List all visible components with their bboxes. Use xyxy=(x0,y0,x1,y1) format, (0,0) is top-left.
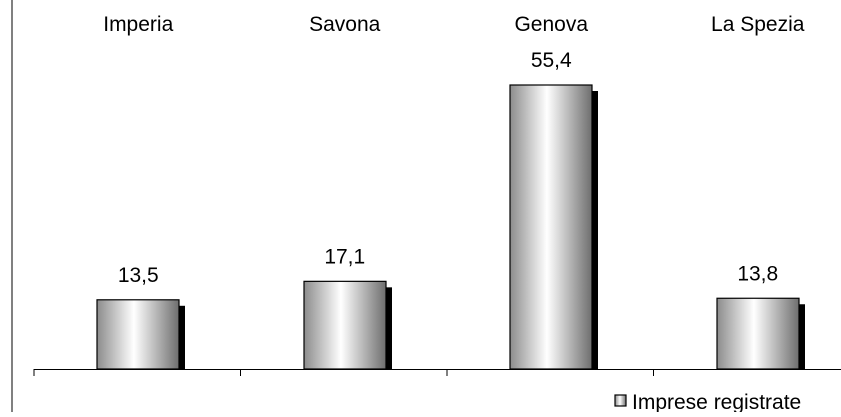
category-label: Savona xyxy=(309,13,381,36)
legend-swatch xyxy=(614,394,627,407)
category-label: Genova xyxy=(514,13,588,36)
data-label: 13,5 xyxy=(118,264,159,287)
legend: Imprese registrate xyxy=(614,391,801,414)
data-label: 17,1 xyxy=(324,245,365,268)
bar xyxy=(716,297,800,370)
bar xyxy=(303,280,387,370)
bars-layer: 13,5 Imperia 17,1 Savona 55,4 Genova 13,8 La Sp… xyxy=(96,13,805,370)
category-label: La Spezia xyxy=(711,13,805,36)
category-label: Imperia xyxy=(103,13,173,36)
data-label: 13,8 xyxy=(737,262,778,285)
bar xyxy=(509,84,593,370)
ticks-layer xyxy=(33,369,654,376)
legend-label: Imprese registrate xyxy=(632,391,801,412)
data-label: 55,4 xyxy=(531,49,572,72)
bar xyxy=(96,299,180,370)
